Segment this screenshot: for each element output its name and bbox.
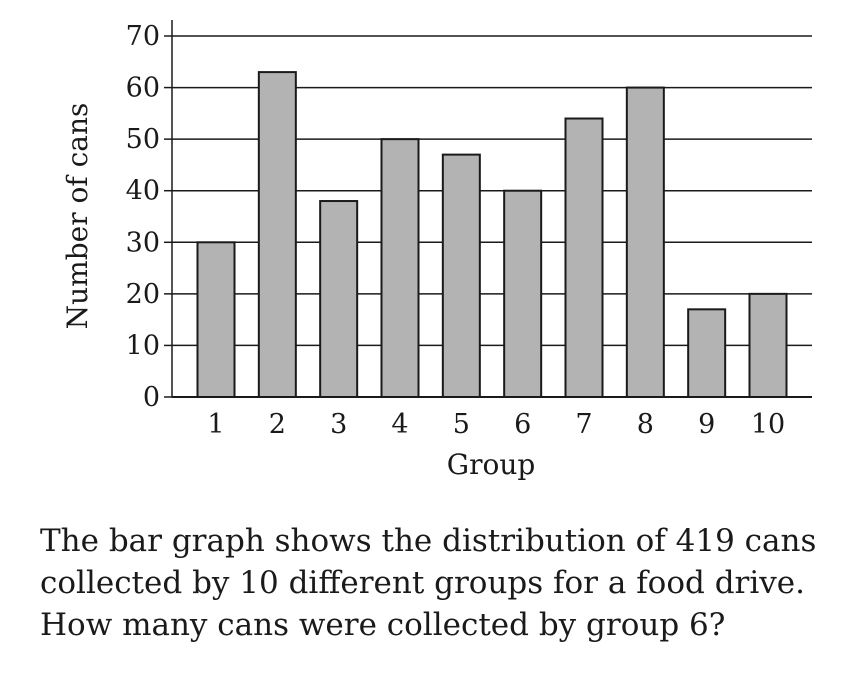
y-tick-label-40: 40 bbox=[126, 176, 160, 207]
bar-group-5 bbox=[441, 153, 481, 398]
bar-group-4 bbox=[380, 138, 420, 398]
y-tick-labels: 0 10 20 30 40 50 60 70 bbox=[126, 21, 160, 413]
bar-group-6 bbox=[503, 189, 543, 398]
question-line-2: collected by 10 different groups for a f… bbox=[40, 565, 805, 601]
bar-group-10 bbox=[748, 292, 788, 399]
x-tick-label-6: 6 bbox=[514, 409, 531, 440]
bar-group-9 bbox=[687, 308, 727, 399]
x-tick-labels: 1 2 3 4 5 6 7 8 9 10 bbox=[207, 409, 785, 440]
bar-chart: 0 10 20 30 40 50 60 70 1 2 3 4 5 6 7 8 9 10 Number of ca… bbox=[61, 20, 812, 481]
x-tick-label-3: 3 bbox=[330, 409, 347, 440]
x-tick-label-7: 7 bbox=[575, 409, 592, 440]
x-axis-label: Group bbox=[447, 448, 536, 481]
y-tick-label-70: 70 bbox=[126, 21, 160, 52]
bar-group-2 bbox=[257, 71, 297, 398]
y-tick-label-20: 20 bbox=[126, 279, 160, 310]
x-tick-label-1: 1 bbox=[207, 409, 224, 440]
y-tick-label-30: 30 bbox=[126, 227, 160, 258]
y-axis-label: Number of cans bbox=[61, 103, 94, 330]
axes bbox=[164, 20, 812, 398]
question-line-1: The bar graph shows the distribution of … bbox=[40, 523, 817, 559]
bars bbox=[196, 71, 788, 399]
bar-group-1 bbox=[196, 241, 236, 398]
x-tick-label-8: 8 bbox=[637, 409, 654, 440]
bar-group-7 bbox=[564, 117, 604, 398]
x-tick-label-9: 9 bbox=[698, 409, 715, 440]
y-tick-label-60: 60 bbox=[126, 73, 160, 104]
x-tick-label-5: 5 bbox=[453, 409, 470, 440]
question-text: The bar graph shows the distribution of … bbox=[40, 520, 830, 646]
x-tick-label-2: 2 bbox=[269, 409, 286, 440]
x-tick-label-10: 10 bbox=[751, 409, 785, 440]
y-tick-label-0: 0 bbox=[143, 382, 160, 413]
question-line-3: How many cans were collected by group 6? bbox=[40, 607, 726, 643]
bar-group-3 bbox=[319, 200, 359, 398]
bar-group-8 bbox=[625, 86, 665, 398]
y-tick-label-10: 10 bbox=[126, 330, 160, 361]
y-tick-label-50: 50 bbox=[126, 124, 160, 155]
x-tick-label-4: 4 bbox=[391, 409, 408, 440]
